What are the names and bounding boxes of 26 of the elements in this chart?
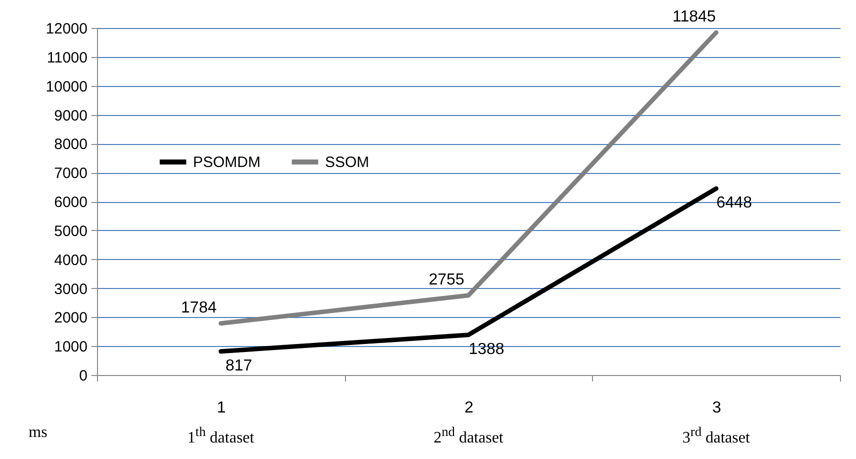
data-label: 1784 [181,299,217,316]
data-label: 817 [225,357,252,374]
data-label: 11845 [672,8,716,26]
y-tick-label: 2000 [54,310,88,327]
y-tick-label: 0 [79,368,88,384]
x-tick-label: 2 [464,400,474,416]
data-label: 2755 [428,271,464,288]
text: 2$^{nd}$ dataset [434,424,504,448]
y-tick-label: 11000 [46,49,88,66]
x-tick-label: 3 [712,400,722,416]
y-tick-label: 8000 [54,136,88,154]
legend-label: PSOMDM [193,154,260,171]
y-tick-label: 9000 [54,107,88,124]
y-tick-label: 6000 [54,194,88,211]
y-axis-title: ms [28,424,48,442]
y-tick-label: 3000 [54,280,88,298]
text: 3$^{rd}$ dataset [682,424,750,448]
y-tick-label: 10000 [46,78,88,96]
text: 1$^{th}$ dataset [187,424,254,448]
y-tick-label: 5000 [54,222,88,240]
legend-label: SSOM [325,154,370,171]
y-tick-label: 1000 [54,338,88,356]
y-tick-label: 12000 [46,20,88,38]
x-tick-label: 1 [216,400,226,416]
y-tick-label: 4000 [54,252,88,269]
y-tick-label: 7000 [54,165,88,182]
